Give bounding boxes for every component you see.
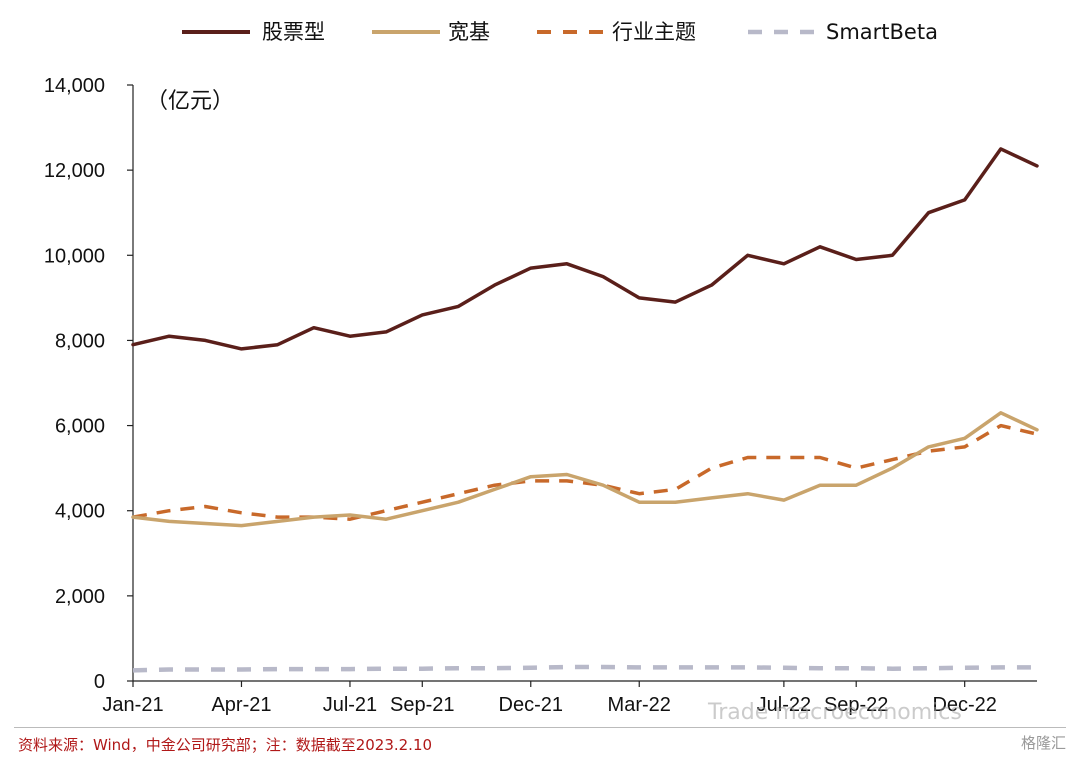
x-tick-label: Sep-22: [824, 694, 889, 716]
x-tick-label: Mar-22: [608, 694, 671, 716]
y-tick-label: 8,000: [55, 330, 105, 352]
x-tick-label: Sep-21: [390, 694, 455, 716]
x-tick-label: Apr-21: [211, 694, 271, 716]
series-layer: [131, 147, 1039, 673]
legend-label: SmartBeta: [826, 20, 938, 44]
x-tick-label: Dec-22: [932, 694, 996, 716]
chart-legend: 股票型 宽基 行业主题 SmartBeta: [182, 20, 938, 44]
chart-axes: 0 2,000 4,000 6,000 8,000 10,000 12,000 14,000 J…: [44, 75, 1037, 716]
y-tick-label: 10,000: [44, 245, 105, 267]
x-tick-label: Dec-21: [499, 694, 563, 716]
y-tick-label: 6,000: [55, 416, 105, 438]
x-tick-label: Jan-21: [102, 694, 163, 716]
watermark-text: Trade macroeconomics: [708, 700, 962, 725]
series-line-0: [131, 147, 1039, 351]
x-tick-label: Jul-22: [757, 694, 811, 716]
source-note: 资料来源：Wind，中金公司研究部；注：数据截至2023.2.10: [18, 736, 433, 754]
y-tick-label: 14,000: [44, 75, 105, 97]
series-line-1: [131, 411, 1039, 528]
y-tick-label: 12,000: [44, 160, 105, 182]
series-line-2: [132, 423, 1038, 521]
y-tick-label: 4,000: [55, 501, 105, 523]
y-tick-label: 2,000: [55, 586, 105, 608]
legend-label: 宽基: [448, 20, 490, 44]
y-tick-label: 0: [94, 671, 105, 693]
footer-divider: [14, 727, 1066, 728]
legend-label: 行业主题: [612, 20, 696, 44]
x-tick-label: Jul-21: [323, 694, 377, 716]
series-line-3: [132, 664, 1037, 673]
y-unit-label: （亿元）: [146, 89, 234, 114]
legend-label: 股票型: [262, 20, 325, 44]
brand-badge: 格隆汇: [1020, 734, 1066, 752]
